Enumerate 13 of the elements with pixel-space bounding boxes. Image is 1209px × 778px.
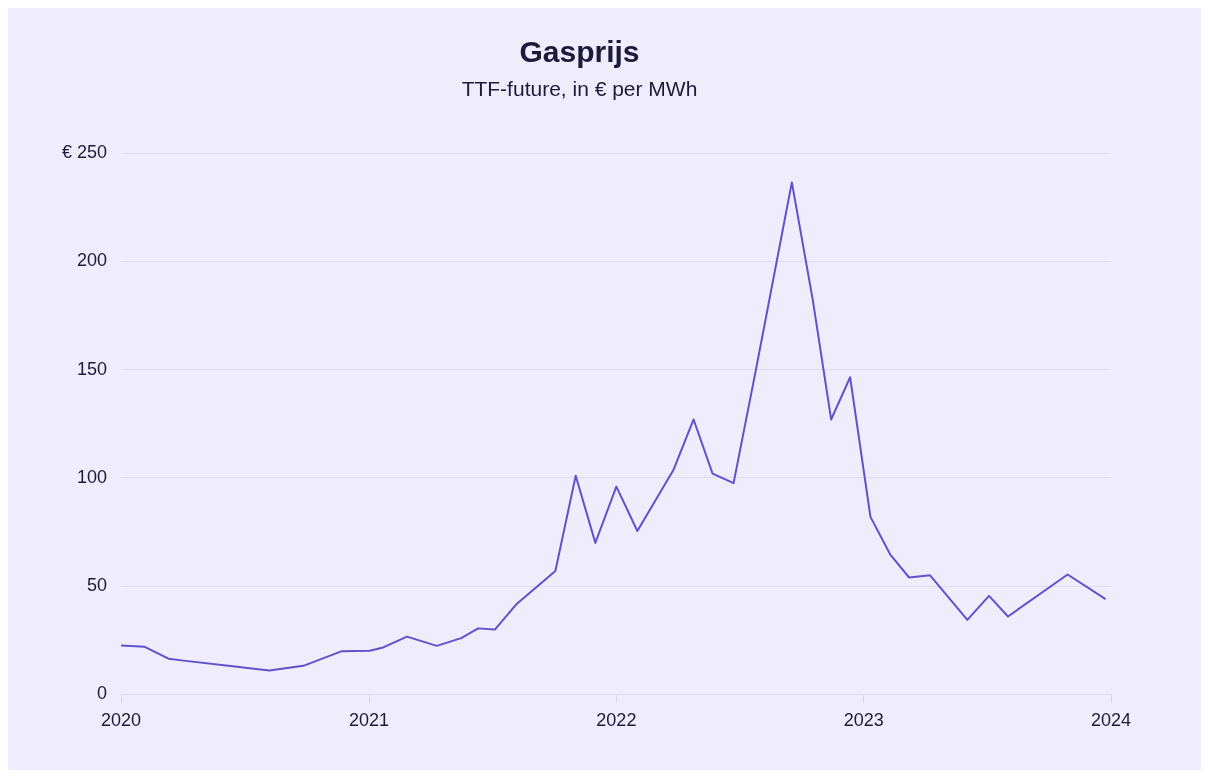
chart-title: Gasprijs [519,35,640,69]
x-tick-label: 2020 [101,710,142,731]
chart-subtitle: TTF-future, in € per MWh [461,77,698,101]
y-tick-label: 0 [97,683,108,704]
x-tick-label: 2022 [596,710,637,731]
x-tick-label: 2024 [1090,710,1132,731]
y-tick-label: 200 [77,250,108,271]
x-tick-label: 2021 [349,710,390,731]
y-tick-label: 50 [87,575,108,596]
x-tick-label: 2023 [843,710,884,731]
y-tick-label: 150 [77,358,108,379]
y-tick-label: 100 [77,466,108,487]
y-tick-label: € 250 [62,142,108,163]
